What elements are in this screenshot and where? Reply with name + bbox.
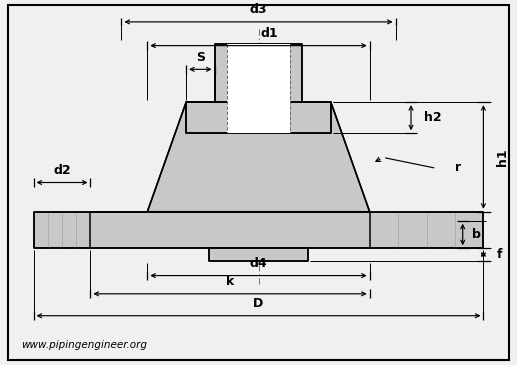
Text: r: r (455, 161, 461, 174)
Text: d2: d2 (53, 164, 71, 177)
Text: h1: h1 (496, 148, 509, 166)
Bar (227, 44, 290, 102)
Bar (34, 212, 483, 248)
Polygon shape (147, 102, 370, 212)
Text: b: b (472, 228, 481, 241)
Bar (227, 102, 290, 133)
Text: h2: h2 (424, 111, 442, 124)
Bar (186, 102, 331, 133)
Text: D: D (253, 297, 264, 310)
Bar (215, 44, 302, 102)
Bar (209, 248, 308, 261)
Text: k: k (226, 275, 234, 288)
Text: S: S (196, 51, 205, 64)
Text: d4: d4 (250, 257, 267, 270)
Text: d1: d1 (260, 27, 278, 40)
Text: www.pipingengineer.org: www.pipingengineer.org (21, 341, 147, 350)
Text: f: f (496, 248, 502, 261)
Text: d3: d3 (250, 3, 267, 16)
